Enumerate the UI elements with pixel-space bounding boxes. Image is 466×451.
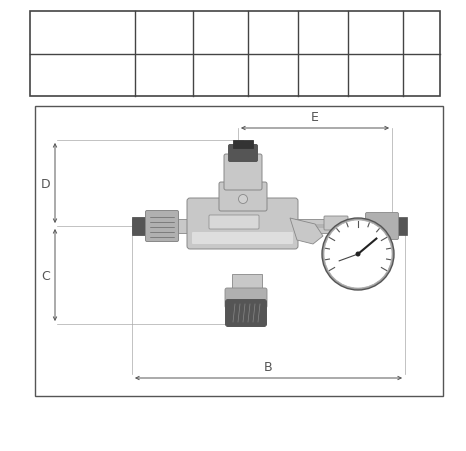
Bar — [295, 220, 405, 234]
Bar — [35, 107, 443, 396]
Text: A: A — [154, 221, 162, 231]
Polygon shape — [290, 219, 323, 244]
Bar — [300, 225, 400, 229]
Text: E: E — [311, 111, 319, 124]
FancyBboxPatch shape — [224, 155, 262, 191]
Text: Kg: Kg — [414, 27, 429, 40]
Bar — [233, 141, 253, 149]
Text: D: D — [41, 177, 50, 190]
FancyBboxPatch shape — [219, 183, 267, 212]
Text: ABTM + ABT: ABTM + ABT — [41, 69, 123, 83]
FancyBboxPatch shape — [187, 198, 298, 249]
Text: A: A — [160, 27, 168, 40]
Bar — [132, 220, 192, 234]
Bar — [397, 217, 407, 235]
Bar — [30, 12, 440, 97]
FancyBboxPatch shape — [209, 216, 259, 230]
Text: D: D — [318, 27, 328, 40]
Circle shape — [356, 252, 361, 257]
Text: 149: 149 — [363, 69, 388, 83]
Text: 1/2": 1/2" — [151, 69, 177, 83]
Text: 122: 122 — [208, 69, 233, 83]
Text: A: A — [393, 221, 401, 231]
FancyBboxPatch shape — [145, 211, 178, 242]
Text: Code: Code — [68, 27, 97, 40]
Circle shape — [322, 219, 394, 290]
Bar — [232, 274, 262, 295]
Text: B: B — [264, 360, 273, 373]
Text: C: C — [41, 269, 50, 282]
FancyBboxPatch shape — [192, 232, 293, 244]
FancyBboxPatch shape — [228, 145, 258, 162]
Text: 0,95: 0,95 — [407, 69, 436, 83]
Text: 61: 61 — [265, 69, 281, 83]
FancyBboxPatch shape — [225, 288, 267, 308]
Circle shape — [324, 221, 392, 288]
Text: C: C — [269, 27, 277, 40]
FancyBboxPatch shape — [324, 216, 348, 230]
Circle shape — [239, 195, 247, 204]
FancyBboxPatch shape — [365, 213, 398, 240]
FancyBboxPatch shape — [226, 300, 267, 327]
Text: 87: 87 — [315, 69, 331, 83]
Text: B: B — [216, 27, 225, 40]
Bar — [132, 217, 145, 235]
Text: E: E — [372, 27, 379, 40]
